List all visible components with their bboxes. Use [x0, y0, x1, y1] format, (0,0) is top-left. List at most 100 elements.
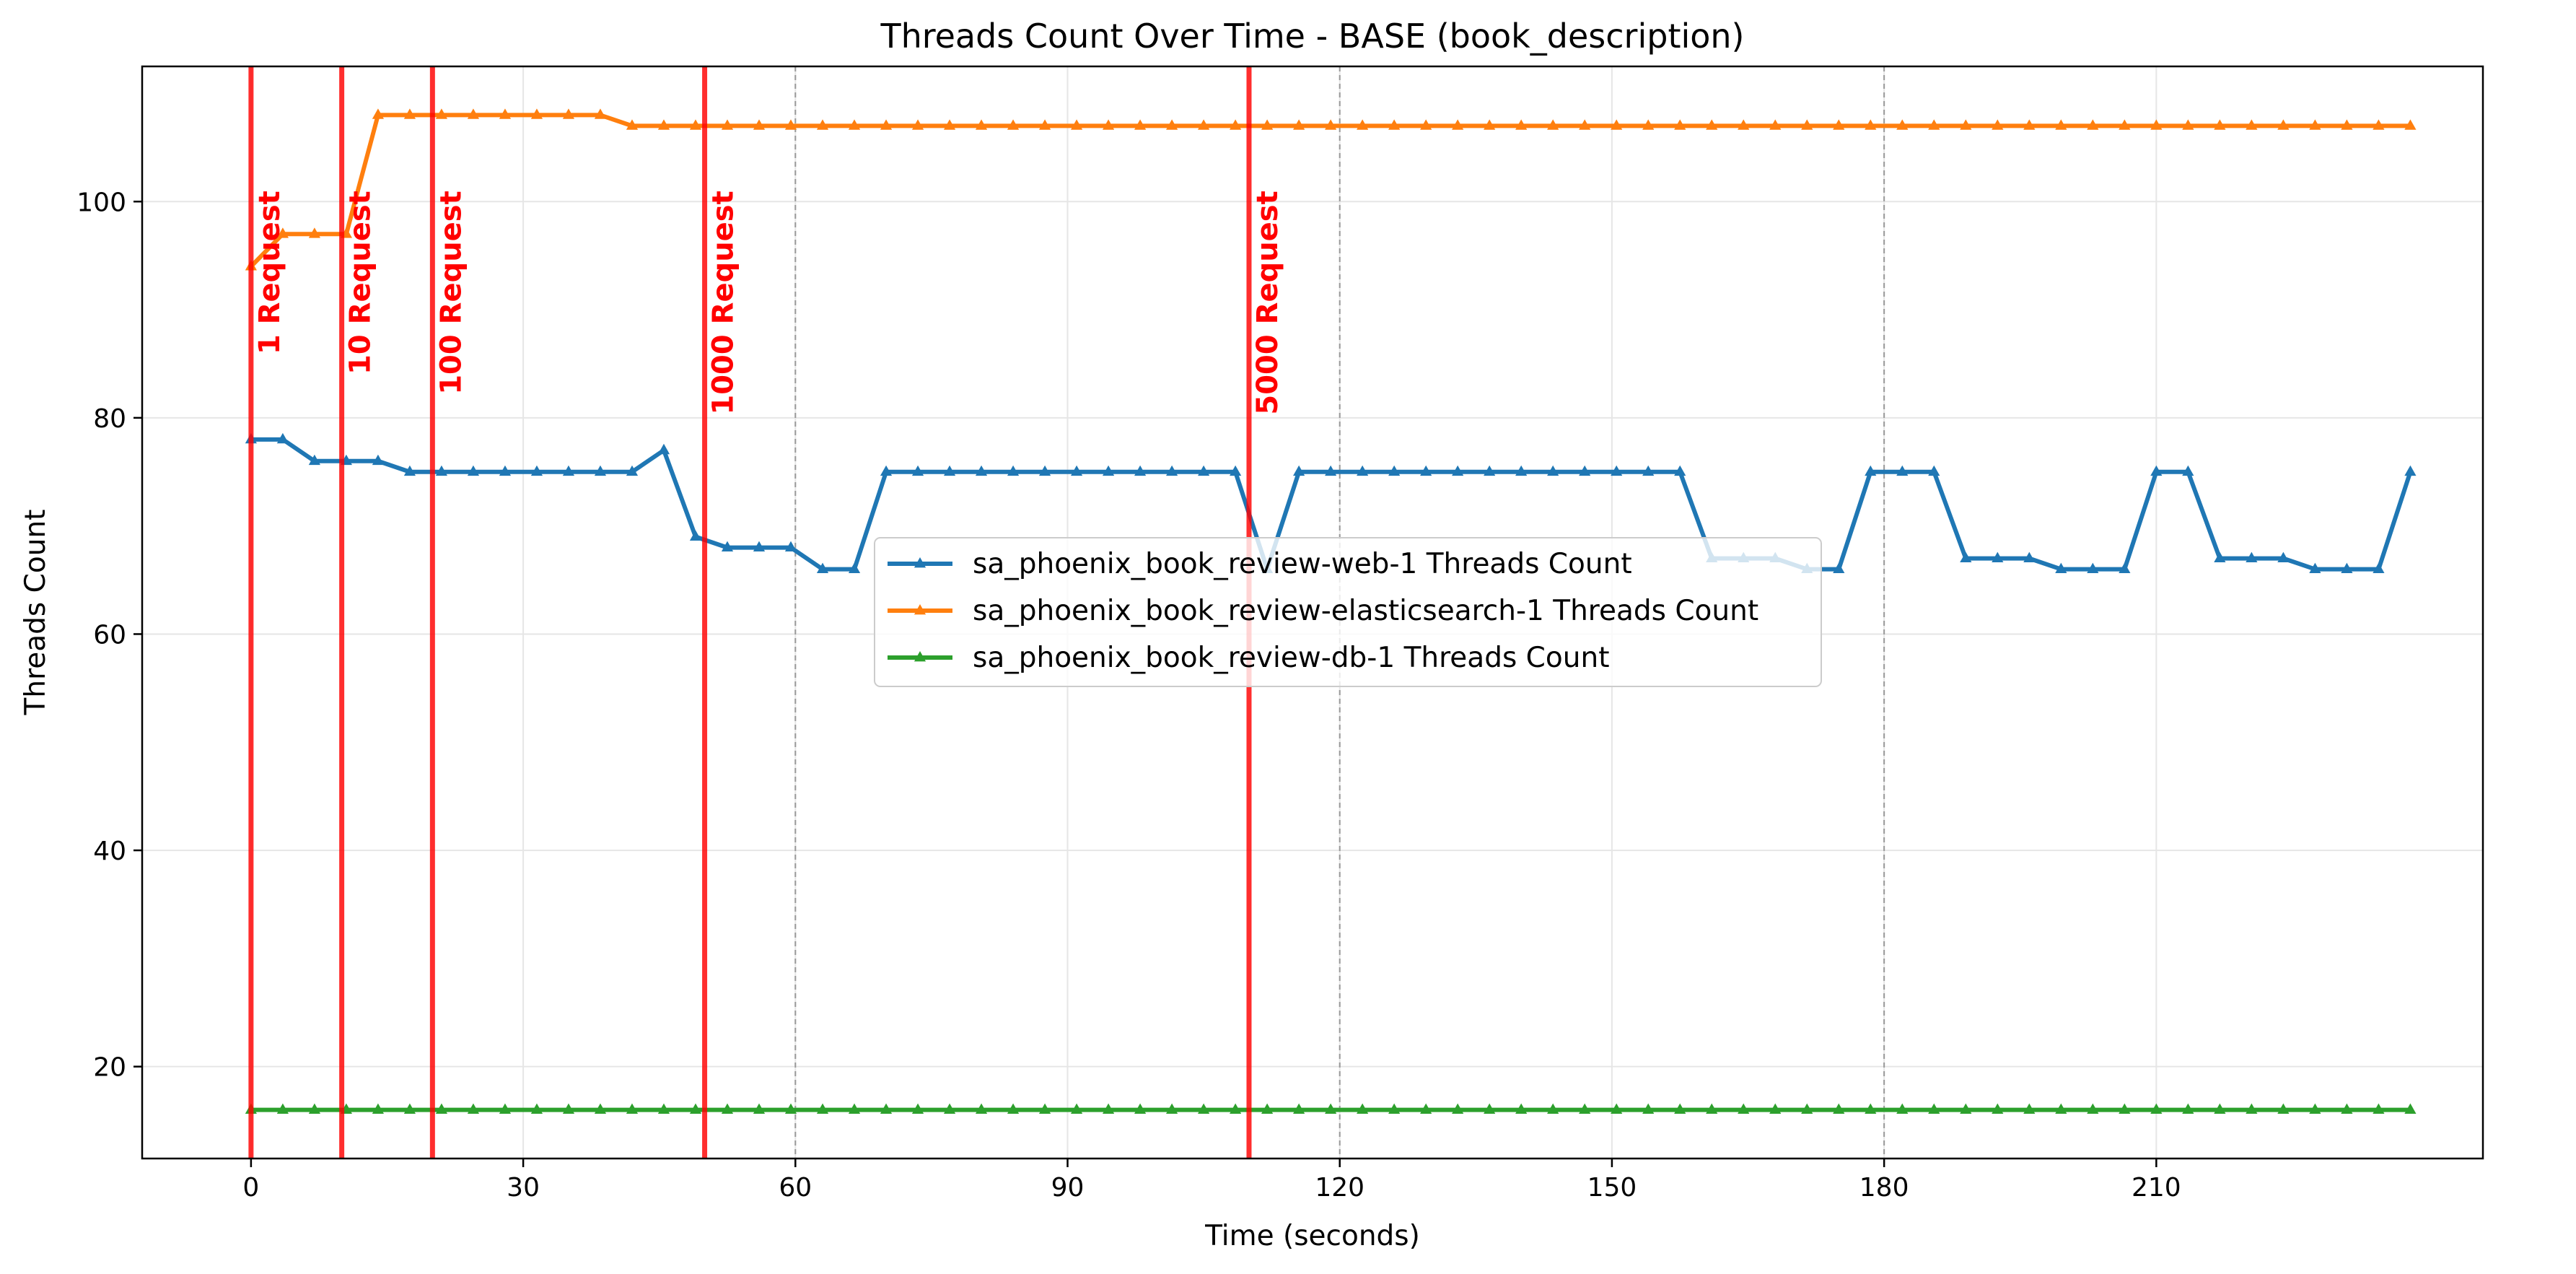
series-point-2: [2087, 119, 2099, 130]
series-point-1: [1230, 465, 1242, 476]
series-point-2: [1547, 119, 1559, 130]
series-point-1: [1007, 465, 1020, 476]
series-point-2: [975, 119, 988, 130]
series-point-2: [467, 108, 480, 119]
series-point-1: [1865, 465, 1877, 476]
series-point-3: [1674, 1103, 1686, 1114]
series-point-2: [2023, 119, 2036, 130]
series-point-3: [2277, 1103, 2290, 1114]
series-point-2: [911, 119, 924, 130]
series-point-1: [626, 465, 639, 476]
series-point-2: [2404, 119, 2417, 130]
x-tick-label: 150: [1587, 1173, 1637, 1203]
series-point-2: [2119, 119, 2131, 130]
series-point-1: [2119, 562, 2131, 573]
series-point-1: [1325, 465, 1337, 476]
x-tick-label: 0: [242, 1173, 259, 1203]
series-point-3: [562, 1103, 575, 1114]
series-point-1: [403, 465, 416, 476]
series-point-1: [1388, 465, 1401, 476]
series-point-2: [1038, 119, 1051, 130]
series-point-2: [1579, 119, 1591, 130]
series-point-3: [2373, 1103, 2385, 1114]
series-point-3: [467, 1103, 480, 1114]
series-point-1: [530, 465, 543, 476]
series-point-2: [1070, 119, 1083, 130]
series-point-2: [1484, 119, 1496, 130]
series-point-2: [1515, 119, 1528, 130]
series-point-2: [1357, 119, 1369, 130]
series-point-2: [2150, 119, 2163, 130]
request-marker-label: 1 Request: [253, 191, 286, 354]
series-point-3: [1515, 1103, 1528, 1114]
series-point-3: [1357, 1103, 1369, 1114]
series-point-1: [657, 443, 670, 455]
series-point-3: [816, 1103, 829, 1114]
series-point-2: [2246, 119, 2258, 130]
series-point-3: [1865, 1103, 1877, 1114]
series-point-2: [530, 108, 543, 119]
series-point-3: [657, 1103, 670, 1114]
series-point-1: [1166, 465, 1178, 476]
series-point-2: [2182, 119, 2194, 130]
series-point-3: [1769, 1103, 1782, 1114]
series-point-2: [848, 119, 861, 130]
series-point-2: [2214, 119, 2226, 130]
series-point-1: [1420, 465, 1432, 476]
series-point-2: [1928, 119, 1940, 130]
series-point-3: [1420, 1103, 1432, 1114]
x-tick-label: 210: [2132, 1173, 2181, 1203]
series-point-3: [2119, 1103, 2131, 1114]
series-point-3: [1547, 1103, 1559, 1114]
series-point-2: [1642, 119, 1655, 130]
series-point-2: [721, 119, 734, 130]
series-point-3: [721, 1103, 734, 1114]
legend-box: [874, 537, 1822, 687]
series-point-1: [2214, 551, 2226, 562]
series-point-2: [1420, 119, 1432, 130]
y-axis-label: Threads Count: [19, 510, 52, 716]
series-point-2: [403, 108, 416, 119]
series-point-3: [1896, 1103, 1909, 1114]
series-point-2: [1896, 119, 1909, 130]
series-point-3: [1166, 1103, 1178, 1114]
series-point-2: [1102, 119, 1115, 130]
series-point-1: [562, 465, 575, 476]
series-point-2: [1833, 119, 1845, 130]
plot-frame: [141, 65, 2484, 1160]
series-point-2: [816, 119, 829, 130]
series-point-3: [1388, 1103, 1401, 1114]
series-point-1: [1452, 465, 1464, 476]
legend-entry-label: sa_phoenix_book_review-elasticsearch-1 T…: [973, 595, 1758, 627]
series-point-3: [753, 1103, 766, 1114]
series-point-3: [1484, 1103, 1496, 1114]
series-point-2: [943, 119, 956, 130]
series-point-2: [1865, 119, 1877, 130]
series-point-3: [1007, 1103, 1020, 1114]
series-point-1: [721, 541, 734, 552]
series-point-2: [2341, 119, 2353, 130]
series-point-3: [372, 1103, 385, 1114]
series-point-1: [2404, 465, 2417, 476]
series-point-3: [1198, 1103, 1210, 1114]
series-point-3: [689, 1103, 702, 1114]
series-point-1: [594, 465, 607, 476]
legend-entry-label: sa_phoenix_book_review-web-1 Threads Cou…: [973, 548, 1632, 580]
series-point-3: [975, 1103, 988, 1114]
series-point-3: [530, 1103, 543, 1114]
series-point-3: [1230, 1103, 1242, 1114]
series-point-2: [626, 119, 639, 130]
series-point-2: [1261, 119, 1274, 130]
series-point-3: [1928, 1103, 1940, 1114]
series-point-1: [1992, 551, 2004, 562]
series-point-1: [2087, 562, 2099, 573]
series-point-3: [2214, 1103, 2226, 1114]
series-point-1: [467, 465, 480, 476]
series-point-1: [2373, 562, 2385, 573]
series-point-1: [1357, 465, 1369, 476]
series-point-1: [2341, 562, 2353, 573]
series-point-1: [499, 465, 512, 476]
series-point-1: [1038, 465, 1051, 476]
series-point-1: [1102, 465, 1115, 476]
